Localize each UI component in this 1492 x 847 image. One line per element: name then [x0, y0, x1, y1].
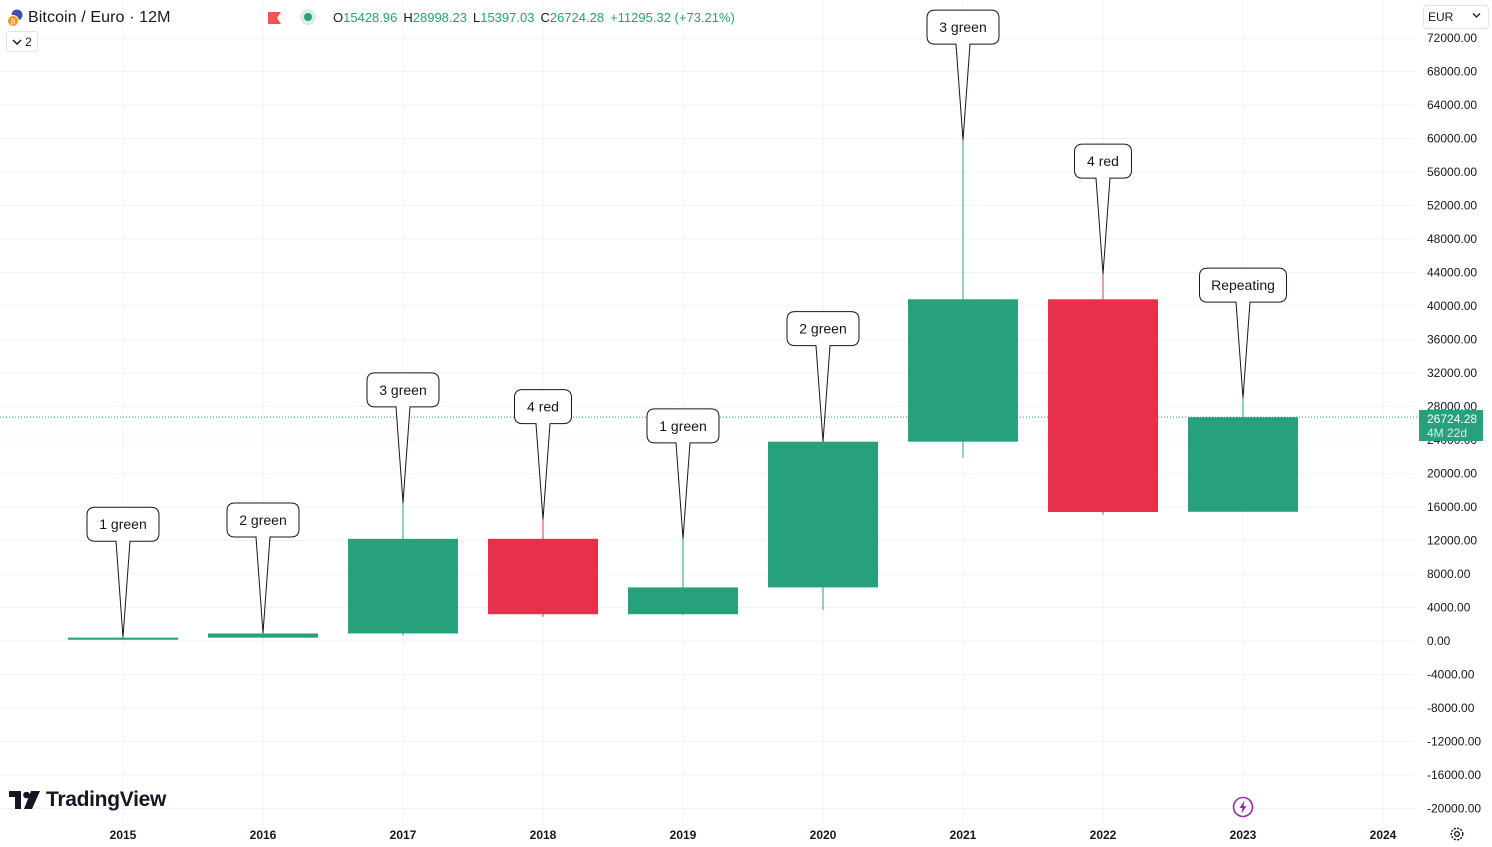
annotation-callout: [786, 311, 860, 442]
y-tick-label: 36000.00: [1427, 333, 1477, 347]
candle-body: [1188, 417, 1298, 512]
y-tick-label: 48000.00: [1427, 232, 1477, 246]
annotation-label: 2 green: [799, 321, 846, 337]
x-tick-label: 2019: [670, 828, 697, 842]
y-tick-label: 8000.00: [1427, 567, 1471, 581]
annotation-label: 4 red: [527, 399, 559, 415]
svg-text:₿: ₿: [10, 18, 15, 26]
x-tick-label: 2020: [810, 828, 837, 842]
flag-icon[interactable]: [268, 11, 281, 24]
x-tick-label: 2021: [950, 828, 977, 842]
candle-body: [1048, 299, 1158, 513]
close-label: C: [540, 10, 550, 25]
annotation-label: 2 green: [239, 512, 286, 528]
y-tick-label: -4000.00: [1427, 668, 1475, 682]
y-tick-label: 32000.00: [1427, 366, 1477, 380]
annotation-callout: [514, 389, 572, 520]
annotation-label: 3 green: [939, 19, 986, 35]
annotation-label: 1 green: [659, 418, 706, 434]
y-tick-label: 72000.00: [1427, 31, 1477, 45]
y-tick-label: 16000.00: [1427, 500, 1477, 514]
y-tick-label: 52000.00: [1427, 199, 1477, 213]
indicator-count: 2: [25, 34, 32, 49]
y-tick-label: -20000.00: [1427, 802, 1481, 816]
x-tick-label: 2023: [1230, 828, 1257, 842]
annotation-callout: [926, 9, 1000, 141]
y-tick-label: 12000.00: [1427, 534, 1477, 548]
y-tick-label: 20000.00: [1427, 467, 1477, 481]
y-tick-label: 44000.00: [1427, 266, 1477, 280]
y-tick-label: -12000.00: [1427, 735, 1481, 749]
open-label: O: [333, 10, 344, 25]
annotation-callout: [86, 506, 160, 638]
gear-icon[interactable]: [1449, 826, 1465, 842]
candle-body: [208, 633, 318, 638]
currency-value: EUR: [1428, 10, 1454, 24]
low-label: L: [472, 10, 481, 25]
low-value: 15397.03: [480, 10, 535, 25]
x-tick-label: 2017: [390, 828, 417, 842]
chevron-down-icon: [1472, 10, 1481, 22]
bar-countdown: 4M 22d: [1427, 426, 1468, 440]
annotation-callout: [646, 408, 720, 539]
candle-body: [628, 587, 738, 615]
annotation-callout: [1199, 267, 1287, 399]
annotation-label: 4 red: [1087, 153, 1119, 169]
symbol-legend[interactable]: ₿ Bitcoin / Euro · 12M: [6, 7, 171, 29]
y-tick-label: 60000.00: [1427, 132, 1477, 146]
chevron-down-icon: [12, 39, 22, 45]
annotation-label: Repeating: [1211, 277, 1275, 293]
x-tick-label: 2018: [530, 828, 557, 842]
high-value: 28998.23: [412, 10, 467, 25]
y-tick-label: 4000.00: [1427, 601, 1471, 615]
y-tick-label: -8000.00: [1427, 701, 1475, 715]
annotation-callout: [226, 502, 300, 634]
tradingview-wordmark: TradingView: [46, 788, 167, 811]
y-tick-label: 0.00: [1427, 634, 1451, 648]
annotation-callout: [1074, 143, 1132, 275]
y-tick-label: 68000.00: [1427, 65, 1477, 79]
annotation-label: 1 green: [99, 516, 146, 532]
last-price-tag: 26724.28 4M 22d: [1419, 410, 1483, 441]
currency-select[interactable]: EUR: [1423, 5, 1489, 29]
x-tick-label: 2024: [1370, 828, 1397, 842]
high-label: H: [403, 10, 413, 25]
tradingview-logo-icon: [9, 791, 40, 809]
candle-body: [768, 441, 878, 588]
last-price-value: 26724.28: [1427, 412, 1478, 426]
y-tick-label: 64000.00: [1427, 98, 1477, 112]
y-tick-label: 40000.00: [1427, 299, 1477, 313]
close-value: 26724.28: [549, 10, 605, 25]
candle-body: [348, 538, 458, 634]
lightning-icon[interactable]: [1232, 796, 1254, 818]
x-tick-label: 2015: [110, 828, 137, 842]
live-dot-icon: [300, 9, 316, 25]
annotation-label: 3 green: [379, 382, 426, 398]
candle-body: [908, 299, 1018, 442]
annotation-callout: [366, 372, 440, 503]
candle-body: [68, 637, 178, 640]
change-value: +11295.32 (+73.21%): [610, 10, 735, 25]
y-tick-label: 56000.00: [1427, 165, 1477, 179]
symbol-title[interactable]: Bitcoin / Euro · 12M: [28, 9, 171, 26]
y-tick-label: -16000.00: [1427, 768, 1481, 782]
tradingview-logo[interactable]: TradingView: [9, 788, 166, 812]
ohlc-values: O15428.96 H28998.23 L15397.03 C26724.28 …: [333, 10, 735, 25]
open-value: 15428.96: [343, 10, 398, 25]
x-tick-label: 2016: [250, 828, 277, 842]
x-tick-label: 2022: [1090, 828, 1117, 842]
candle-body: [488, 538, 598, 615]
indicators-collapse-button[interactable]: 2: [6, 31, 38, 52]
bitcoin-euro-icon: ₿: [6, 9, 24, 27]
